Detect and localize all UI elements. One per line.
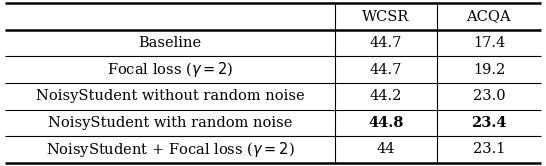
Text: 23.1: 23.1 (473, 142, 505, 156)
Text: Baseline: Baseline (139, 36, 201, 50)
Text: NoisyStudent without random noise: NoisyStudent without random noise (35, 89, 304, 103)
Text: 19.2: 19.2 (473, 63, 505, 77)
Text: Focal loss ($\gamma = 2$): Focal loss ($\gamma = 2$) (106, 60, 233, 79)
Text: 44.7: 44.7 (370, 36, 402, 50)
Text: 44: 44 (377, 142, 395, 156)
Text: 23.4: 23.4 (471, 116, 507, 130)
Text: ACQA: ACQA (467, 10, 511, 24)
Text: 44.8: 44.8 (368, 116, 403, 130)
Text: WCSR: WCSR (363, 10, 410, 24)
Text: 23.0: 23.0 (473, 89, 505, 103)
Text: 44.2: 44.2 (370, 89, 402, 103)
Text: NoisyStudent + Focal loss ($\gamma = 2$): NoisyStudent + Focal loss ($\gamma = 2$) (46, 140, 294, 159)
Text: 17.4: 17.4 (473, 36, 505, 50)
Text: 44.7: 44.7 (370, 63, 402, 77)
Text: NoisyStudent with random noise: NoisyStudent with random noise (48, 116, 292, 130)
